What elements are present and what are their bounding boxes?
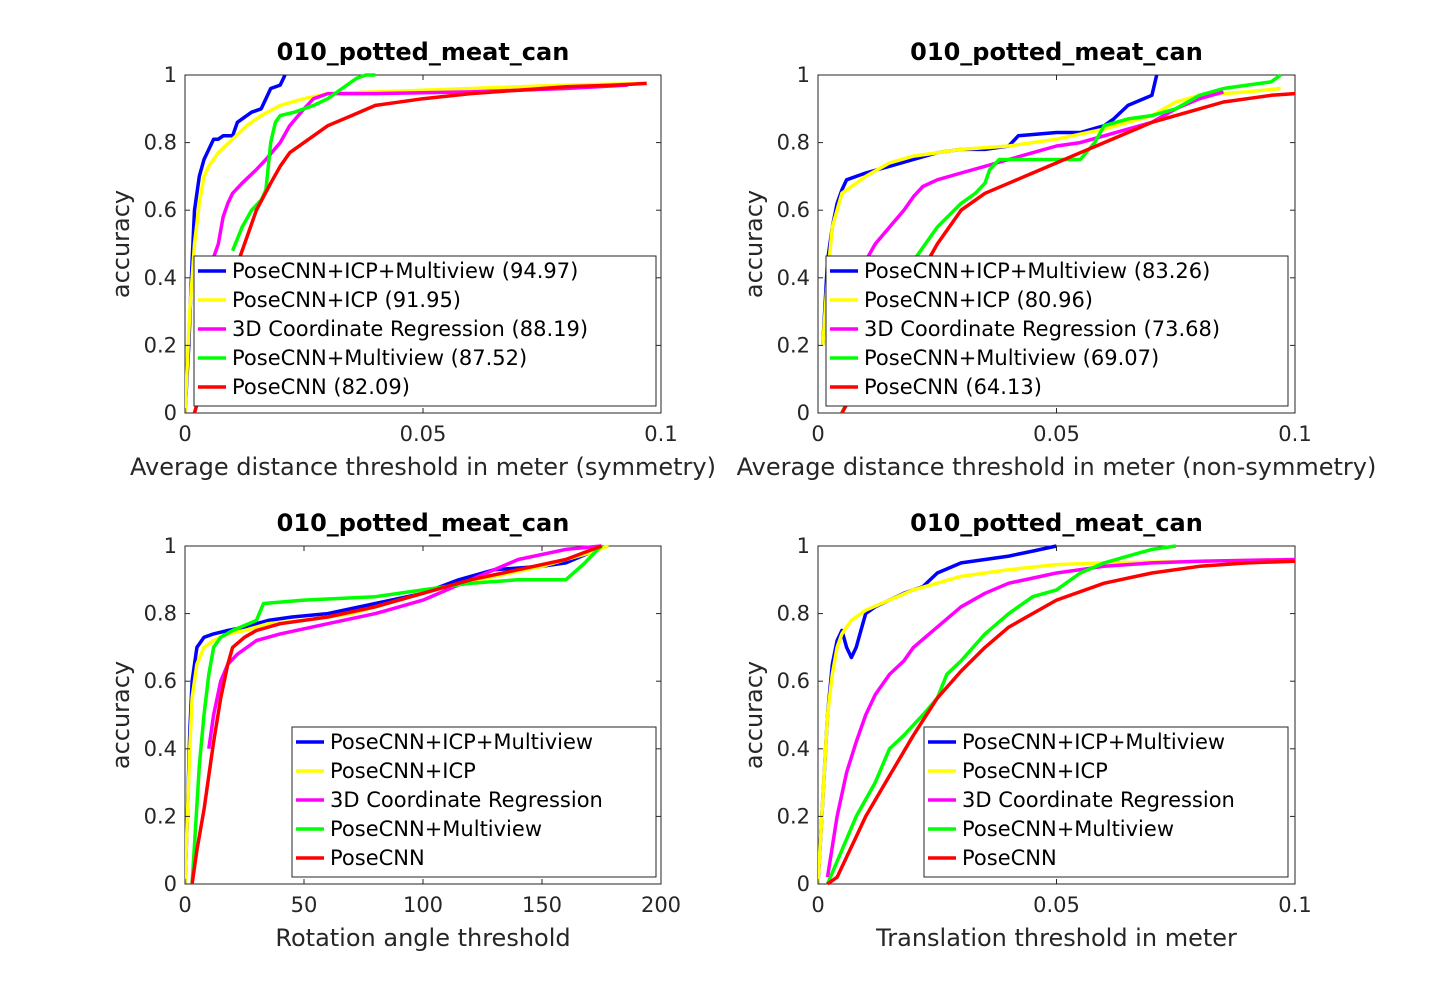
legend-entry-3d-coordinate-regression: 3D Coordinate Regression (88.19) [232, 317, 588, 341]
chart-panel-1: 0 0.05 0.1 0 0.2 0.4 0.6 0.8 1 010_potted_meat_ca… [107, 38, 716, 481]
series-line-posecnn-icp-multiview [185, 74, 287, 414]
legend-entry-posecnn-multiview: PoseCNN+Multiview (69.07) [864, 346, 1159, 370]
y-tick-label: 0.2 [777, 804, 810, 828]
legend-entry-3d-coordinate-regression: 3D Coordinate Regression [330, 788, 603, 812]
x-axis-label: Rotation angle threshold [275, 924, 570, 952]
y-tick-label: 0 [797, 401, 810, 425]
legend-box [291, 726, 657, 878]
legend-entry-posecnn: PoseCNN (64.13) [864, 375, 1042, 399]
y-tick-label: 1 [164, 63, 177, 87]
legend-entry-posecnn-icp: PoseCNN+ICP (80.96) [864, 288, 1093, 312]
y-axis-label: accuracy [740, 661, 768, 769]
y-tick-label: 0.2 [144, 333, 177, 357]
x-tick-label: 200 [641, 893, 681, 917]
x-tick-label: 100 [403, 893, 443, 917]
y-tick-label: 0.8 [144, 131, 177, 155]
x-tick-label: 0.05 [400, 422, 447, 446]
x-tick-label: 0 [178, 422, 191, 446]
series-line-posecnn-multiview [230, 73, 376, 252]
legend-entry-posecnn-icp: PoseCNN+ICP [962, 759, 1108, 783]
x-axis-label: Average distance threshold in meter (sym… [130, 453, 716, 481]
legend: PoseCNN+ICP+Multiview (94.97) PoseCNN+ICP… [193, 255, 657, 407]
series-line-posecnn [840, 91, 1295, 414]
x-tick-label: 0.05 [1033, 422, 1080, 446]
legend-box [193, 255, 657, 407]
chart-title: 010_potted_meat_can [277, 509, 570, 537]
y-tick-label: 0.8 [144, 602, 177, 626]
legend: PoseCNN+ICP+Multiview (83.26) PoseCNN+ICP… [825, 255, 1289, 407]
y-tick-label: 0 [164, 401, 177, 425]
series-line-posecnn-multiview [190, 544, 603, 885]
legend: PoseCNN+ICP+Multiview PoseCNN+ICP 3D Coord… [291, 726, 657, 878]
legend-entry-3d-coordinate-regression: 3D Coordinate Regression [962, 788, 1235, 812]
legend-entry-posecnn-icp-multiview: PoseCNN+ICP+Multiview (94.97) [232, 259, 578, 283]
series-line-posecnn-multiview [840, 73, 1282, 414]
legend-entry-posecnn-multiview: PoseCNN+Multiview [330, 817, 542, 841]
x-tick-label: 150 [522, 893, 562, 917]
legend-entry-posecnn: PoseCNN [962, 846, 1057, 870]
series-line-posecnn-icp [818, 557, 1295, 885]
x-tick-label: 0.05 [1033, 893, 1080, 917]
legend-entry-posecnn-multiview: PoseCNN+Multiview (87.52) [232, 346, 527, 370]
x-tick-label: 0 [178, 893, 191, 917]
y-tick-label: 0 [797, 872, 810, 896]
series-line-3d-coordinate-regression [197, 83, 628, 296]
y-tick-label: 1 [164, 534, 177, 558]
legend-entry-posecnn-multiview: PoseCNN+Multiview [962, 817, 1174, 841]
y-tick-label: 1 [797, 534, 810, 558]
legend-entry-posecnn-icp: PoseCNN+ICP (91.95) [232, 288, 461, 312]
legend-entry-posecnn-icp-multiview: PoseCNN+ICP+Multiview (83.26) [864, 259, 1210, 283]
legend-entry-posecnn: PoseCNN (82.09) [232, 375, 410, 399]
series-line-3d-coordinate-regression [825, 557, 1295, 878]
series-line-3d-coordinate-regression [207, 544, 602, 750]
series-line-posecnn [192, 81, 647, 414]
y-tick-label: 0.6 [144, 669, 177, 693]
series-line-posecnn-icp [821, 86, 1281, 346]
y-tick-label: 0.8 [777, 131, 810, 155]
y-tick-label: 0.6 [144, 198, 177, 222]
y-axis-label: accuracy [107, 190, 135, 298]
y-axis-label: accuracy [107, 661, 135, 769]
y-tick-label: 0.8 [777, 602, 810, 626]
series-line-posecnn-multiview [825, 544, 1177, 885]
chart-panel-2: 0 0.05 0.1 0 0.2 0.4 0.6 0.8 1 010_potted_meat_ca… [737, 38, 1377, 481]
chart-title: 010_potted_meat_can [910, 509, 1203, 537]
x-tick-label: 0.1 [1278, 422, 1311, 446]
chart-title: 010_potted_meat_can [910, 38, 1203, 66]
y-tick-label: 1 [797, 63, 810, 87]
legend-entry-posecnn-icp: PoseCNN+ICP [330, 759, 476, 783]
legend-entry-3d-coordinate-regression: 3D Coordinate Regression (73.68) [864, 317, 1220, 341]
y-tick-label: 0.2 [777, 333, 810, 357]
x-tick-label: 0.1 [1278, 893, 1311, 917]
y-tick-label: 0.4 [144, 266, 177, 290]
y-tick-label: 0 [164, 872, 177, 896]
y-tick-label: 0.4 [777, 266, 810, 290]
chart-panel-4: 0 0.05 0.1 0 0.2 0.4 0.6 0.8 1 010_potted_meat_ca… [740, 509, 1312, 952]
x-tick-label: 50 [291, 893, 318, 917]
legend-box [923, 726, 1289, 878]
x-tick-label: 0.1 [644, 422, 677, 446]
legend: PoseCNN+ICP+Multiview PoseCNN+ICP 3D Coord… [923, 726, 1289, 878]
legend-entry-posecnn: PoseCNN [330, 846, 425, 870]
y-tick-label: 0.6 [777, 198, 810, 222]
x-axis-label: Translation threshold in meter [875, 924, 1237, 952]
x-axis-label: Average distance threshold in meter (non… [737, 453, 1377, 481]
legend-entry-posecnn-icp-multiview: PoseCNN+ICP+Multiview [330, 730, 593, 754]
chart-title: 010_potted_meat_can [277, 38, 570, 66]
y-tick-label: 0.2 [144, 804, 177, 828]
chart-panel-3: 0 50 100 150 200 0 0.2 0.4 0.6 0.8 1 010_potted_mea… [107, 509, 681, 952]
series-line-posecnn [826, 559, 1295, 885]
y-axis-label: accuracy [740, 190, 768, 298]
y-tick-label: 0.4 [777, 737, 810, 761]
y-tick-label: 0.6 [777, 669, 810, 693]
x-tick-label: 0 [811, 893, 824, 917]
legend-entry-posecnn-icp-multiview: PoseCNN+ICP+Multiview [962, 730, 1225, 754]
x-tick-label: 0 [811, 422, 824, 446]
y-tick-label: 0.4 [144, 737, 177, 761]
series-line-posecnn-icp [185, 81, 647, 414]
series-line-posecnn [190, 544, 603, 885]
legend-box [825, 255, 1289, 407]
